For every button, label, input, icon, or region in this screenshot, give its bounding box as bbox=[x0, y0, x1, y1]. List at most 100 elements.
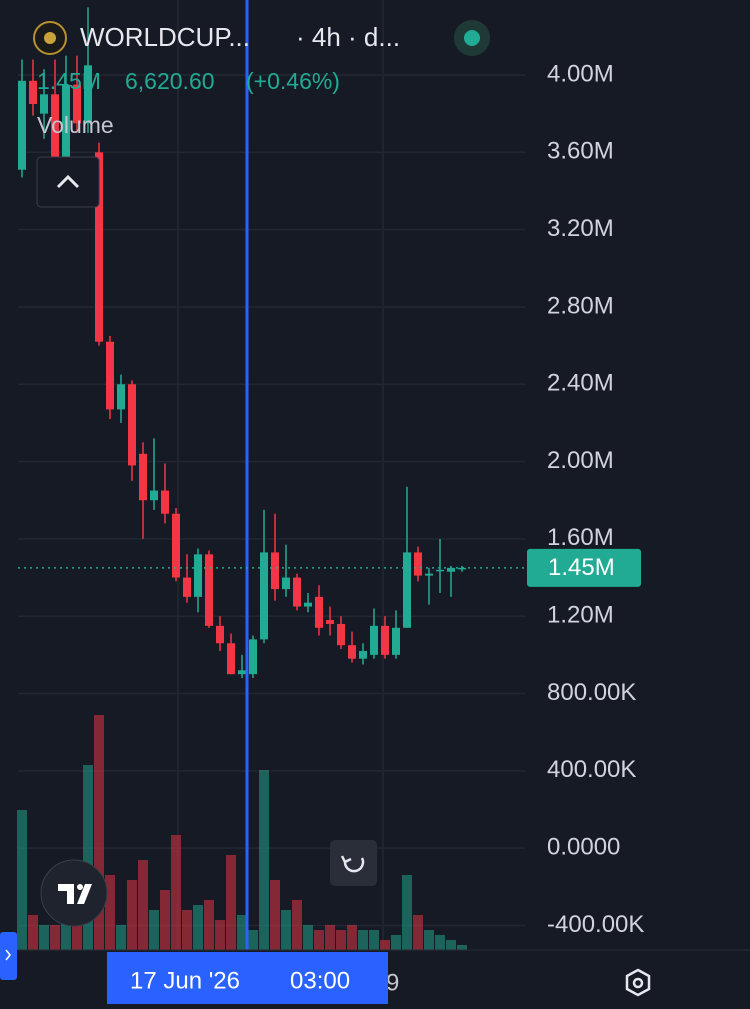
volume-bar bbox=[281, 910, 291, 950]
volume-bar bbox=[237, 915, 247, 950]
volume-bar bbox=[314, 930, 324, 950]
reset-button[interactable] bbox=[330, 840, 377, 886]
volume-bar bbox=[149, 910, 159, 950]
volume-label: Volume bbox=[37, 112, 114, 138]
candle-body bbox=[447, 567, 455, 572]
volume-bar bbox=[259, 770, 269, 950]
crosshair-time: 03:00 bbox=[290, 967, 350, 994]
volume-bar bbox=[446, 940, 456, 950]
volume-bar bbox=[127, 880, 137, 950]
volume-bar bbox=[17, 810, 27, 950]
tv-logo-dot bbox=[77, 884, 83, 890]
volume-bar bbox=[435, 935, 445, 950]
candle-body bbox=[260, 552, 268, 640]
volume-bar bbox=[94, 715, 104, 950]
y-tick-label: -400.00K bbox=[547, 911, 644, 938]
candle-body bbox=[381, 625, 389, 655]
candle-body bbox=[183, 577, 191, 597]
y-tick-label: 0.0000 bbox=[547, 833, 620, 860]
candle-body bbox=[227, 643, 235, 675]
volume-bar bbox=[402, 875, 412, 950]
chevron-up bbox=[56, 174, 80, 189]
candle-body bbox=[172, 513, 180, 578]
y-tick-label: 1.60M bbox=[547, 524, 614, 551]
logo-cup bbox=[44, 32, 56, 44]
candle-body bbox=[73, 84, 81, 124]
candle-body bbox=[293, 577, 301, 607]
y-tick-label: 2.40M bbox=[547, 370, 614, 397]
candle-body bbox=[194, 554, 202, 597]
volume-bar bbox=[204, 900, 214, 950]
last-price-box bbox=[527, 548, 641, 587]
reset-arrow bbox=[340, 855, 352, 864]
side-tab-arrow bbox=[5, 949, 11, 961]
candle-body bbox=[436, 569, 444, 572]
volume-bar bbox=[193, 905, 203, 950]
volume-bar bbox=[50, 925, 60, 950]
candle-body bbox=[304, 602, 312, 607]
volume-bar bbox=[303, 925, 313, 950]
candle-body bbox=[95, 152, 103, 342]
y-tick-label: 2.00M bbox=[547, 447, 614, 474]
interval: · 4h · d... bbox=[296, 22, 400, 52]
settings-icon[interactable] bbox=[625, 968, 651, 997]
candle-body bbox=[348, 645, 356, 659]
candle-body bbox=[161, 490, 169, 514]
y-tick-label: 400.00K bbox=[547, 756, 636, 783]
volume-bar bbox=[182, 910, 192, 950]
candle-body bbox=[238, 670, 246, 675]
candle-body bbox=[106, 341, 114, 410]
volume-bar bbox=[215, 920, 225, 950]
volume-bar bbox=[336, 930, 346, 950]
candle-body bbox=[414, 552, 422, 576]
candle-body bbox=[425, 573, 433, 576]
y-tick-label: 1.20M bbox=[547, 602, 614, 629]
candle-body bbox=[139, 453, 147, 501]
legend-change-pct: (+0.46%) bbox=[246, 68, 340, 94]
candle-body bbox=[359, 650, 367, 659]
candle-body bbox=[392, 627, 400, 655]
candle-body bbox=[403, 552, 411, 628]
volume-bar bbox=[160, 890, 170, 950]
candle-body bbox=[282, 577, 290, 590]
candle-body bbox=[51, 94, 59, 161]
volume-bar bbox=[292, 900, 302, 950]
candle-body bbox=[249, 639, 257, 675]
candle-body bbox=[40, 94, 48, 114]
volume-bar bbox=[28, 915, 38, 950]
y-tick-label: 3.20M bbox=[547, 215, 614, 242]
status-dot bbox=[464, 30, 480, 46]
volume-bar bbox=[226, 855, 236, 950]
volume-bar bbox=[380, 940, 390, 950]
volume-bar bbox=[413, 915, 423, 950]
candle-body bbox=[337, 623, 345, 646]
symbol[interactable]: WORLDCUP... bbox=[80, 22, 250, 52]
legend-change: 6,620.60 bbox=[125, 68, 215, 94]
volume-bar bbox=[171, 835, 181, 950]
candle-body bbox=[128, 384, 136, 466]
volume-bar bbox=[248, 930, 258, 950]
volume-bar bbox=[138, 860, 148, 950]
candle-body bbox=[117, 384, 125, 410]
collapse-button[interactable] bbox=[36, 156, 100, 208]
volume-bar bbox=[61, 920, 71, 950]
candle-body bbox=[315, 596, 323, 628]
candle-body bbox=[205, 554, 213, 626]
last-price-label: 1.45M bbox=[548, 554, 615, 581]
volume-bar bbox=[369, 930, 379, 950]
reset-icon bbox=[343, 857, 365, 873]
candle-body bbox=[326, 620, 334, 624]
legend-close: 1.45M bbox=[37, 68, 101, 94]
tv-logo-mark bbox=[58, 884, 92, 904]
volume-bar bbox=[83, 765, 93, 950]
volume-bar bbox=[72, 915, 82, 950]
volume-bar bbox=[105, 875, 115, 950]
candle-body bbox=[370, 625, 378, 655]
candle-body bbox=[29, 80, 37, 104]
candle-body bbox=[62, 84, 70, 161]
volume-bar bbox=[358, 930, 368, 950]
crosshair-date: 17 Jun '26 bbox=[130, 967, 240, 994]
y-tick-label: 800.00K bbox=[547, 679, 636, 706]
